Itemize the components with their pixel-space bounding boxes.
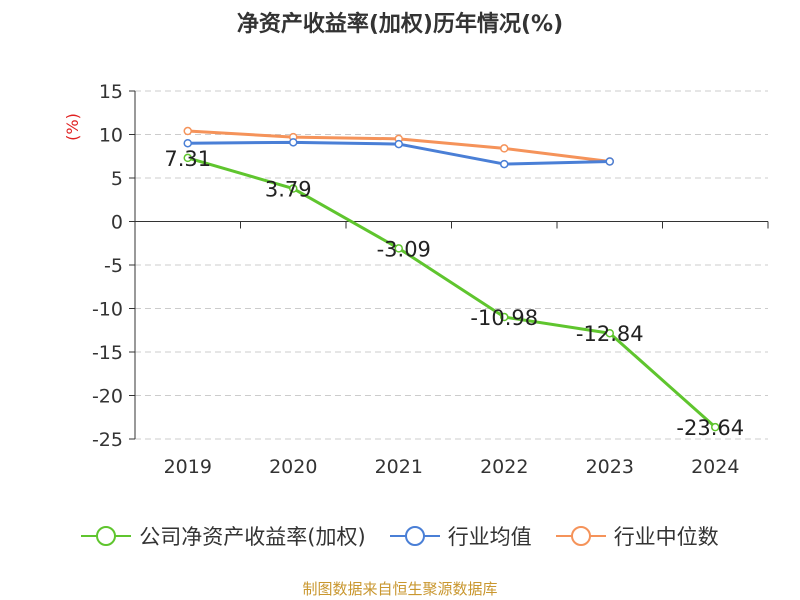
series-layer — [183, 126, 720, 432]
y-tick-label: 15 — [99, 81, 123, 103]
data-label: -10.98 — [470, 306, 538, 330]
data-point — [500, 159, 509, 169]
x-tick-label: 2020 — [269, 456, 317, 478]
y-tick-label: 5 — [111, 168, 123, 190]
y-axis-unit-label: (%) — [63, 113, 82, 141]
data-point — [289, 184, 298, 193]
axis-layer: 15 10 5 0 -5 -10 -15 -20 -25 2019 2020 2021 2022 2023… — [92, 81, 769, 478]
data-point — [289, 138, 298, 147]
x-tick-label: 2021 — [375, 456, 423, 478]
chart-title: 净资产收益率(加权)历年情况(%) — [236, 12, 564, 37]
legend-item[interactable]: 公司净资产收益率(加权) — [81, 521, 366, 551]
legend-label: 行业均值 — [447, 525, 532, 549]
x-tick-label: 2024 — [691, 456, 739, 478]
legend-item[interactable]: 行业中位数 — [555, 521, 719, 551]
data-point — [183, 138, 192, 148]
x-tick-label: 2023 — [586, 456, 634, 478]
y-tick-label: -10 — [92, 299, 123, 321]
data-point — [500, 144, 509, 153]
data-label: 3.79 — [265, 178, 312, 202]
data-label: -12.84 — [576, 322, 644, 346]
y-tick-label: 0 — [111, 212, 123, 234]
legend-marker-icon — [389, 526, 440, 546]
y-tick-label: -5 — [104, 255, 123, 277]
label-layer: 7.31 3.79 -3.09 -10.98 -12.84 -23.64 — [164, 147, 744, 440]
y-tick-label: -20 — [92, 386, 123, 408]
series-line — [187, 156, 717, 429]
legend-marker-icon — [81, 526, 132, 546]
legend: 公司净资产收益率(加权) 行业均值 行业中位数 — [0, 520, 800, 552]
legend-item[interactable]: 行业均值 — [389, 521, 532, 551]
data-point — [394, 244, 403, 253]
data-point — [183, 153, 192, 163]
data-label: 7.31 — [164, 147, 211, 171]
y-tick-label: -25 — [92, 429, 123, 451]
data-source-note: 制图数据来自恒生聚源数据库 — [302, 580, 498, 598]
data-label: -23.64 — [676, 416, 744, 440]
legend-label: 行业中位数 — [613, 525, 719, 549]
y-tick-label: 10 — [99, 125, 123, 147]
data-point — [183, 126, 192, 136]
x-tick-label: 2022 — [480, 456, 528, 478]
data-label: -3.09 — [377, 237, 431, 261]
x-tick-label: 2019 — [164, 456, 212, 478]
data-point — [711, 422, 720, 432]
data-point — [500, 312, 509, 322]
data-point — [605, 328, 614, 338]
data-point — [605, 157, 614, 166]
legend-label: 公司净资产收益率(加权) — [139, 525, 366, 549]
data-point — [394, 139, 403, 149]
legend-marker-icon — [555, 526, 606, 546]
y-tick-label: -15 — [92, 342, 123, 364]
